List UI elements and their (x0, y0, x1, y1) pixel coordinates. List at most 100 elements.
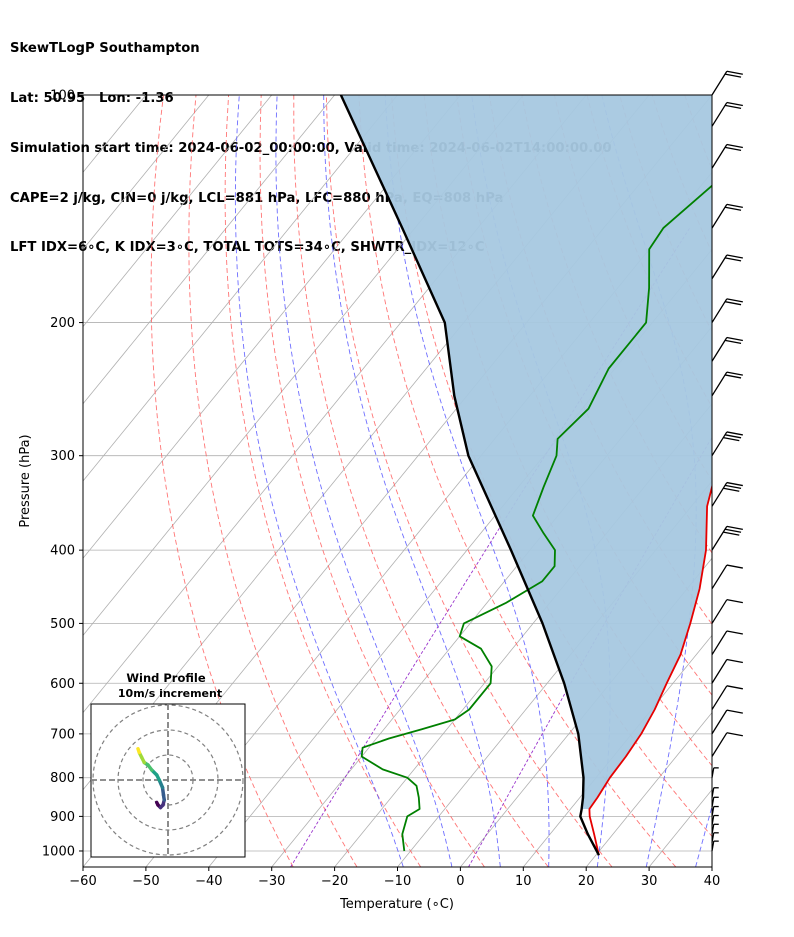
hodograph-subtitle: 10m/s increment (118, 687, 222, 700)
barb-staff (711, 787, 715, 798)
x-tick-label: 40 (704, 874, 721, 889)
wind-barb (711, 564, 743, 590)
barb-staff (711, 659, 728, 684)
x-tick-label: 20 (578, 874, 595, 889)
barb-flag (724, 528, 742, 533)
wind-barb (711, 832, 719, 843)
barb-staff (711, 102, 728, 127)
wind-barb (711, 70, 743, 96)
barb-staff (711, 144, 728, 169)
barb-staff (711, 797, 715, 808)
dry-adiabat (150, 95, 294, 867)
wind-barb (711, 658, 743, 684)
barb-staff (711, 630, 728, 656)
barb-staff (711, 564, 728, 590)
wind-barb (711, 840, 719, 852)
barb-staff (711, 767, 715, 778)
barb-staff (711, 204, 728, 229)
x-tick-label: 0 (456, 874, 464, 889)
barb-flag (726, 732, 743, 737)
cape-area (340, 95, 712, 809)
wind-barb (711, 767, 719, 778)
moist-adiabat (234, 95, 404, 867)
barb-staff (711, 254, 728, 280)
x-tick-label: −60 (69, 874, 96, 889)
isotherm-line (397, 480, 712, 867)
x-tick-label: −20 (321, 874, 348, 889)
y-tick-label: 200 (50, 316, 75, 331)
barb-staff (711, 337, 728, 362)
barb-flag (724, 206, 742, 211)
isotherm-line (711, 866, 712, 867)
chart-title: SkewTLogP Southampton (10, 41, 200, 57)
isotherm-line (83, 95, 273, 328)
dry-adiabat (224, 95, 422, 867)
moist-adiabat (384, 95, 550, 867)
barb-staff (711, 371, 728, 397)
wind-barb (711, 732, 743, 757)
dewpoint-line (360, 184, 712, 852)
wind-barb (711, 203, 743, 229)
dry-adiabat (259, 95, 485, 867)
barb-staff (711, 841, 715, 852)
wind-barb (711, 796, 719, 808)
barb-staff (711, 599, 728, 624)
wind-barb (711, 298, 743, 323)
isotherm-line (83, 95, 335, 405)
wind-barb (711, 143, 743, 169)
y-tick-label: 500 (50, 617, 75, 632)
barb-flag (724, 104, 742, 110)
barb-flag (726, 658, 743, 664)
barb-staff (711, 709, 728, 735)
barb-staff (711, 824, 715, 835)
isotherm-line (460, 557, 712, 867)
barb-flag (726, 101, 743, 107)
x-axis: −60 −50 −40 −30 −20 −10 0 10 20 30 40 (69, 867, 720, 889)
wind-barb (711, 787, 719, 798)
barb-staff (711, 685, 728, 710)
dry-adiabat (717, 95, 794, 867)
y-tick-label: 900 (50, 810, 75, 825)
barb-staff (711, 482, 728, 507)
barb-flag (726, 481, 743, 487)
barb-flag (726, 630, 743, 635)
barb-flag (724, 301, 742, 306)
barb-staff (711, 431, 728, 457)
barb-flag (724, 146, 742, 152)
barb-flag (724, 73, 742, 78)
barb-flag (726, 709, 743, 714)
dry-adiabat (750, 95, 794, 867)
y-tick-label: 700 (50, 727, 75, 742)
wind-barb (711, 371, 743, 397)
x-tick-label: −50 (132, 874, 159, 889)
dry-adiabat (188, 95, 358, 867)
x-axis-label: Temperature (∘C) (339, 897, 454, 912)
wind-barb (711, 709, 743, 735)
barb-flag (723, 531, 740, 536)
barb-staff (711, 832, 715, 843)
barb-staff (711, 70, 728, 96)
barb-flag (723, 487, 740, 492)
barb-flag (723, 437, 740, 442)
barb-flag (726, 336, 743, 342)
isotherm-line (83, 95, 210, 251)
wind-barbs (711, 70, 743, 852)
wind-barb (711, 336, 743, 362)
y-tick-label: 600 (50, 677, 75, 692)
wind-barb (711, 685, 743, 710)
wind-barb (711, 525, 743, 551)
hodograph-trace (136, 747, 141, 755)
temperature-line (588, 483, 712, 856)
wind-barb (711, 431, 743, 457)
barb-flag (726, 143, 743, 149)
x-tick-label: −30 (258, 874, 285, 889)
moist-adiabat (275, 95, 453, 867)
y-tick-label: 300 (50, 449, 75, 464)
x-tick-label: −10 (384, 874, 411, 889)
barb-flag (724, 434, 742, 439)
x-tick-label: 10 (515, 874, 532, 889)
dry-adiabat (783, 95, 794, 867)
barb-staff (711, 526, 728, 551)
profile-lines (339, 95, 712, 856)
